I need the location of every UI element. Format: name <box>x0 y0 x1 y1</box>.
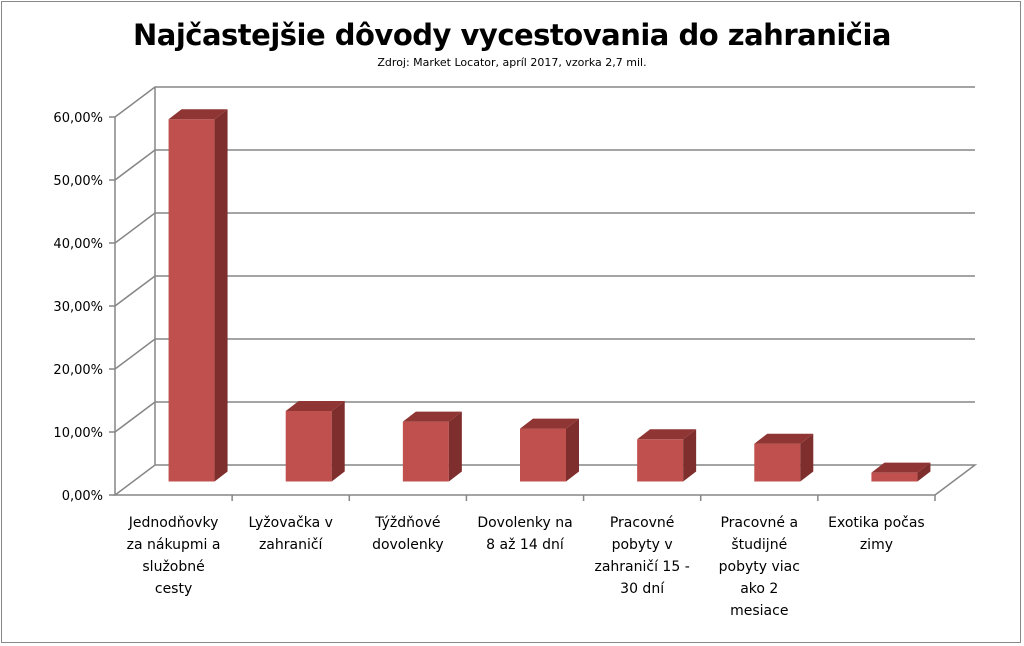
bar-front <box>871 472 918 482</box>
x-axis-category-labels: Jednodňovky za nákupmi a služobné cesty Lyžo… <box>127 515 925 619</box>
x-category-label-line: cesty <box>155 581 192 597</box>
y-tick-label: 40,00% <box>53 237 103 252</box>
bar-front <box>754 443 801 482</box>
chart-subtitle: Zdroj: Market Locator, apríl 2017, vzork… <box>377 56 647 69</box>
x-category-label: Jednodňovky za nákupmi a služobné cesty <box>127 515 221 597</box>
bar-top <box>637 429 697 440</box>
bar-side <box>331 400 345 482</box>
x-category-label-line: Pracovné <box>610 515 675 531</box>
x-category-label-line: mesiace <box>730 603 788 619</box>
chart-title: Najčastejšie dôvody vycestovania do zahr… <box>133 18 891 52</box>
x-category-label: Dovolenky na 8 až 14 dní <box>477 515 572 553</box>
x-category-label: Týždňové dovolenky <box>372 515 444 553</box>
x-category-label-line: ako 2 <box>740 581 778 597</box>
x-category-label-line: zahraničí 15 - <box>595 559 690 575</box>
bar-side <box>214 109 228 482</box>
x-category-label-line: pobyty v <box>612 537 673 553</box>
bar <box>285 400 345 482</box>
x-category-label-line: za nákupmi a <box>127 537 221 553</box>
y-tick-label: 30,00% <box>53 300 103 315</box>
bar-front <box>637 439 684 482</box>
y-tick-label: 60,00% <box>53 111 103 126</box>
x-category-label-line: zahraničí <box>259 537 324 553</box>
bar-side <box>800 433 814 482</box>
bar <box>871 462 931 482</box>
bar-top <box>754 433 814 444</box>
x-category-label-line: Exotika počas <box>828 515 925 531</box>
gridline <box>114 212 975 244</box>
x-category-label-line: Jednodňovky <box>128 515 219 531</box>
gridline <box>114 149 975 181</box>
bar-top <box>520 418 579 429</box>
bar-side <box>917 462 931 482</box>
gridline <box>114 275 975 307</box>
y-tick-label: 20,00% <box>53 363 103 378</box>
bar-top <box>402 411 462 422</box>
bar <box>754 433 814 482</box>
x-category-label-line: pobyty viac <box>719 559 800 575</box>
y-tick-label: 10,00% <box>53 426 103 441</box>
bar-front <box>520 428 566 482</box>
bar-top <box>285 400 345 411</box>
x-category-label: Lyžovačka v zahraničí <box>248 515 332 553</box>
x-category-label-line: zimy <box>860 537 893 553</box>
gridlines <box>109 86 975 501</box>
bar-front <box>285 410 332 482</box>
x-category-label-line: Pracovné a <box>720 515 798 531</box>
x-category-label-line: študijné <box>731 537 787 553</box>
bar-top <box>871 462 931 473</box>
x-category-label-line: 8 až 14 dní <box>486 537 565 553</box>
x-category-label-line: služobné <box>142 559 204 575</box>
bar-side <box>683 429 697 482</box>
bars <box>168 109 931 482</box>
x-category-label-line: Týždňové <box>374 515 440 531</box>
bar-side <box>566 418 579 482</box>
bar <box>637 429 697 482</box>
x-category-label: Pracovné a študijné pobyty viac ako 2 mesiac… <box>719 515 800 619</box>
bar-side <box>448 411 462 482</box>
bar <box>168 109 228 482</box>
x-category-label: Pracovné pobyty v zahraničí 15 - 30 dní <box>595 515 690 597</box>
y-tick-label: 0,00% <box>62 489 103 504</box>
x-category-label-line: 30 dní <box>620 581 665 597</box>
bar-front <box>402 421 449 482</box>
y-axis-tick-labels: 0,00% 10,00% 20,00% 30,00% 40,00% 50,00% 60,00… <box>53 111 103 504</box>
x-category-label-line: Dovolenky na <box>477 515 572 531</box>
x-category-label-line: dovolenky <box>372 537 444 553</box>
bar <box>520 418 579 482</box>
x-category-label: Exotika počas zimy <box>828 515 925 553</box>
gridline <box>114 86 975 118</box>
bar-front <box>168 119 215 482</box>
bar-top <box>168 109 228 120</box>
x-category-label-line: Lyžovačka v <box>248 515 332 531</box>
gridline <box>114 338 975 370</box>
y-tick-label: 50,00% <box>53 174 103 189</box>
bar <box>402 411 462 482</box>
gridline <box>114 401 975 433</box>
